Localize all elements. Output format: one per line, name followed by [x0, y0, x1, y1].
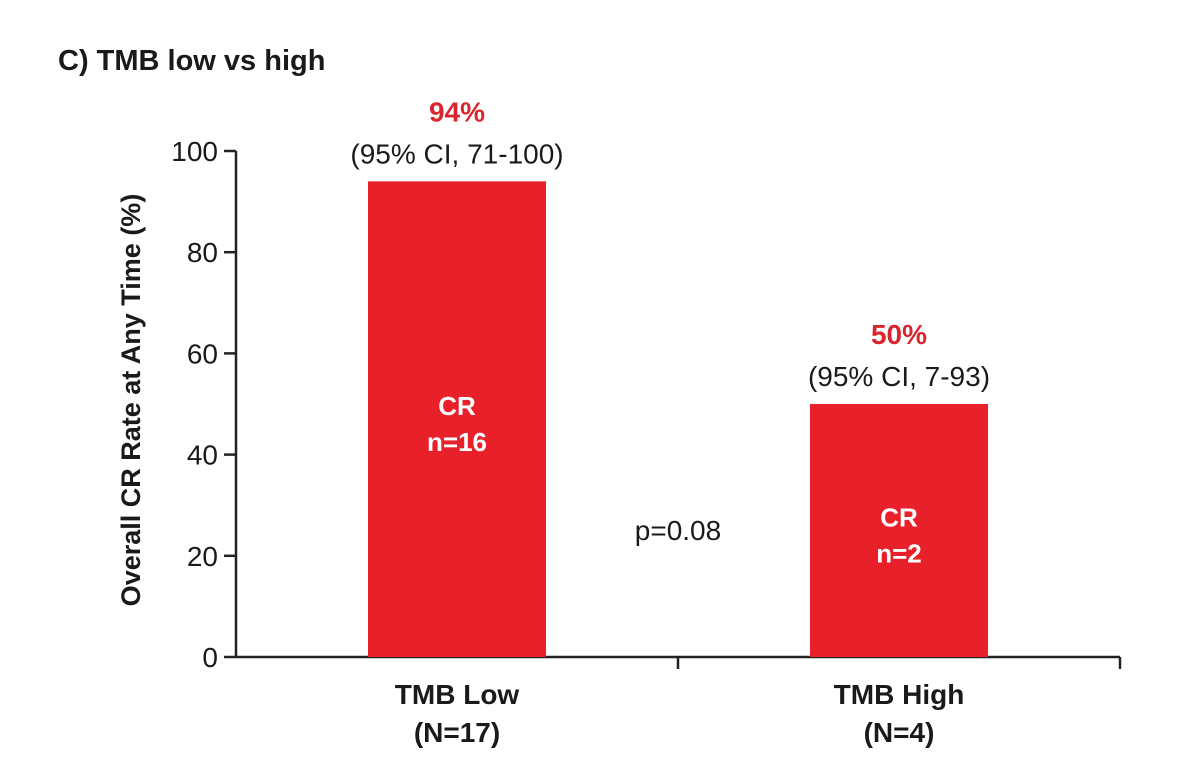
bar-inner-label: CR [880, 503, 918, 533]
x-category-label: TMB Low [395, 679, 520, 710]
bar-ci-label: (95% CI, 7-93) [808, 361, 990, 392]
y-tick-label: 60 [187, 338, 218, 369]
bar-value-label: 50% [871, 319, 927, 350]
bar-inner-count: n=2 [876, 539, 922, 569]
y-tick-label: 0 [202, 642, 218, 673]
bar-inner-count: n=16 [427, 427, 487, 457]
bar-value-label: 94% [429, 96, 485, 127]
y-tick-label: 40 [187, 440, 218, 471]
x-categories: TMB Low (N=17) TMB High (N=4) [395, 657, 1122, 748]
y-tick-label: 100 [171, 136, 218, 167]
p-value-annotation: p=0.08 [635, 515, 721, 546]
y-tick-label: 80 [187, 237, 218, 268]
bar [368, 181, 546, 658]
bar-inner-label: CR [438, 391, 476, 421]
bar-ci-label: (95% CI, 71-100) [350, 138, 563, 169]
y-axis-label: Overall CR Rate at Any Time (%) [116, 194, 146, 607]
y-tick-label: 20 [187, 541, 218, 572]
bar [810, 404, 988, 657]
x-category-n-label: (N=17) [414, 717, 500, 748]
x-category-label: TMB High [834, 679, 965, 710]
bars: 94% (95% CI, 71-100) CR n=16 50% (95% CI, 7-9… [350, 96, 990, 658]
x-category-n-label: (N=4) [864, 717, 935, 748]
y-ticks: 0 20 40 60 80 100 [171, 136, 236, 673]
chart-title: C) TMB low vs high [58, 45, 325, 77]
